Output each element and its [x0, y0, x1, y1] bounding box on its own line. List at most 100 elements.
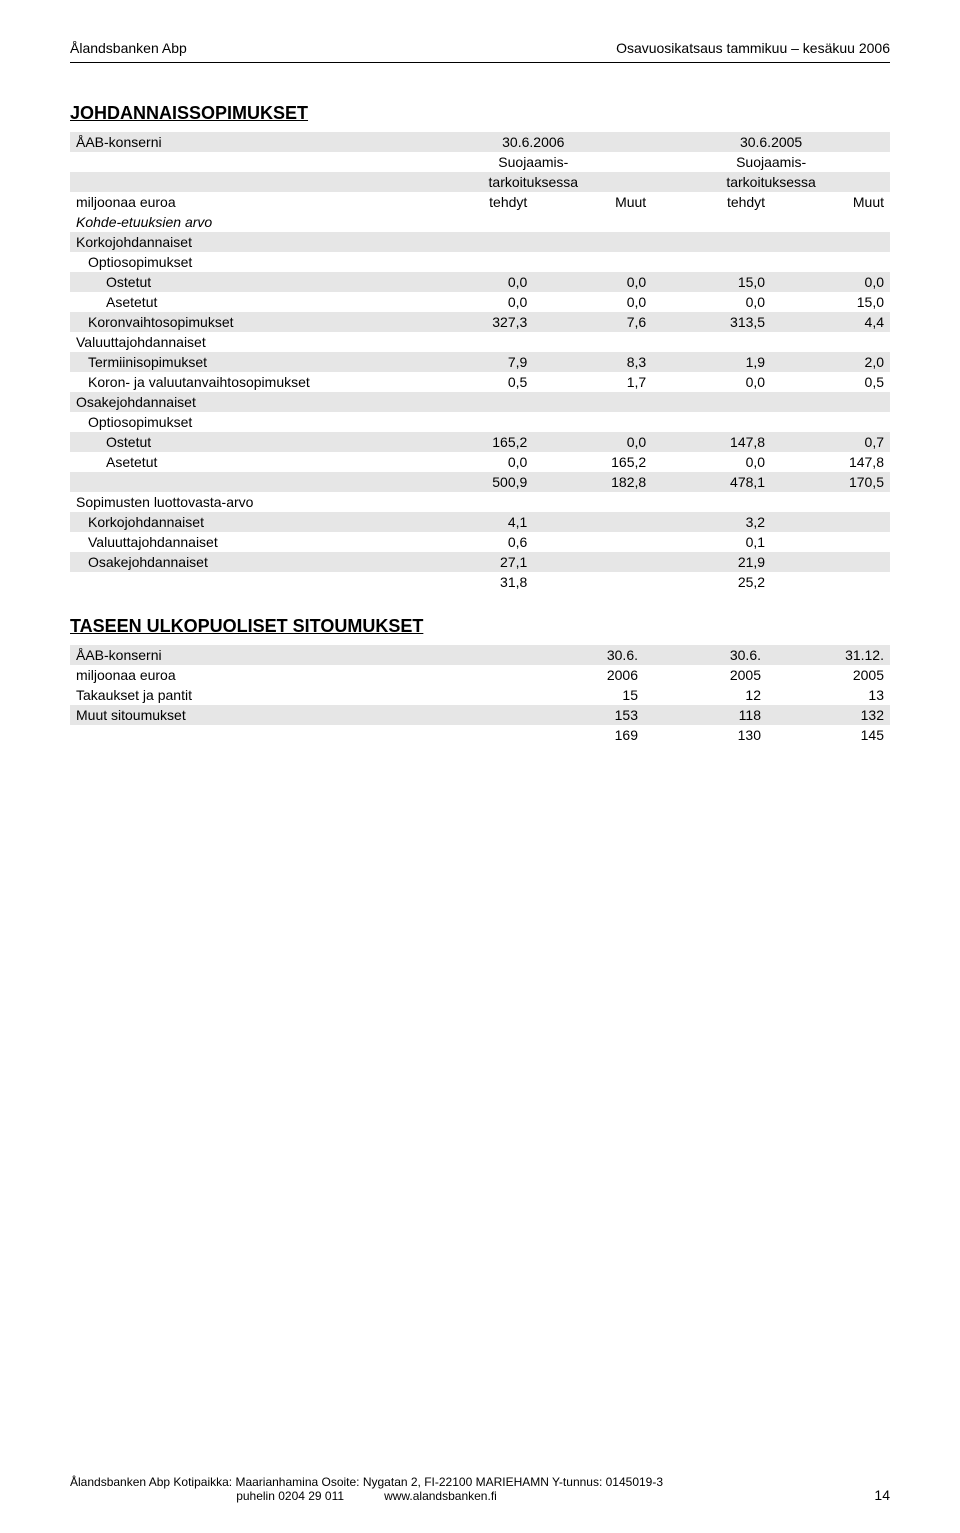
row-label: Korkojohdannaiset — [70, 512, 414, 532]
table-row: Ostetut165,20,0147,80,7 — [70, 432, 890, 452]
table-row: 169130145 — [70, 725, 890, 745]
row-value: 1,7 — [533, 372, 652, 392]
header-cell: 30.6. — [644, 645, 767, 665]
row-value — [533, 412, 652, 432]
row-label: Asetetut — [70, 292, 414, 312]
table-row: Termiinisopimukset7,98,31,92,0 — [70, 352, 890, 372]
row-value — [771, 232, 890, 252]
row-label: Termiinisopimukset — [70, 352, 414, 372]
footer-line1: Ålandsbanken Abp Kotipaikka: Maarianhami… — [70, 1475, 663, 1489]
row-value: 4,4 — [771, 312, 890, 332]
header-cell: Muut — [771, 192, 890, 212]
row-value: 147,8 — [652, 432, 771, 452]
header-cell: 30.6. — [521, 645, 644, 665]
row-label: Koron- ja valuutanvaihtosopimukset — [70, 372, 414, 392]
row-value: 313,5 — [652, 312, 771, 332]
row-value — [771, 252, 890, 272]
row-value — [771, 532, 890, 552]
table-row: Sopimusten luottovasta-arvo — [70, 492, 890, 512]
header-cell: miljoonaa euroa — [70, 192, 414, 212]
row-value: 0,1 — [652, 532, 771, 552]
header-cell: tarkoituksessa — [652, 172, 890, 192]
header-cell: 31.12. — [767, 645, 890, 665]
row-value: 153 — [521, 705, 644, 725]
row-value: 0,5 — [771, 372, 890, 392]
row-value: 15,0 — [652, 272, 771, 292]
row-value: 500,9 — [414, 472, 533, 492]
table-row: Valuuttajohdannaiset — [70, 332, 890, 352]
row-value — [771, 492, 890, 512]
table-row: 500,9182,8478,1170,5 — [70, 472, 890, 492]
row-value: 0,0 — [414, 452, 533, 472]
table-header-row: ÅAB-konserni 30.6.2006 30.6.2005 — [70, 132, 890, 152]
row-value: 0,0 — [771, 272, 890, 292]
row-label: Optiosopimukset — [70, 252, 414, 272]
row-value — [533, 552, 652, 572]
header-cell: tarkoituksessa — [414, 172, 652, 192]
table-row: Takaukset ja pantit151213 — [70, 685, 890, 705]
table-row: Korkojohdannaiset — [70, 232, 890, 252]
row-value — [414, 392, 533, 412]
header-cell: Suojaamis- — [652, 152, 890, 172]
row-value — [414, 212, 533, 232]
row-value: 0,0 — [533, 272, 652, 292]
section2-title: TASEEN ULKOPUOLISET SITOUMUKSET — [70, 616, 890, 637]
row-value: 0,0 — [533, 432, 652, 452]
row-value — [533, 532, 652, 552]
header-cell: ÅAB-konserni — [70, 132, 414, 152]
row-value: 7,9 — [414, 352, 533, 372]
table-subheader-row: miljoonaa euroa 2006 2005 2005 — [70, 665, 890, 685]
row-label: Osakejohdannaiset — [70, 552, 414, 572]
row-label — [70, 572, 414, 592]
table-row: Asetetut0,00,00,015,0 — [70, 292, 890, 312]
row-value: 0,5 — [414, 372, 533, 392]
row-value — [652, 252, 771, 272]
footer-url: www.alandsbanken.fi — [384, 1489, 497, 1503]
row-value: 170,5 — [771, 472, 890, 492]
header-underline — [70, 62, 890, 63]
header-cell: 30.6.2006 — [414, 132, 652, 152]
row-value: 327,3 — [414, 312, 533, 332]
header-right: Osavuosikatsaus tammikuu – kesäkuu 2006 — [616, 40, 890, 56]
table-row: 31,825,2 — [70, 572, 890, 592]
row-value: 3,2 — [652, 512, 771, 532]
row-label: Koronvaihtosopimukset — [70, 312, 414, 332]
row-value: 169 — [521, 725, 644, 745]
row-value: 118 — [644, 705, 767, 725]
row-value: 0,6 — [414, 532, 533, 552]
table-row: Asetetut0,0165,20,0147,8 — [70, 452, 890, 472]
page-number: 14 — [874, 1487, 890, 1503]
row-value — [533, 212, 652, 232]
row-value: 1,9 — [652, 352, 771, 372]
row-value — [652, 492, 771, 512]
row-value: 478,1 — [652, 472, 771, 492]
table-row: Osakejohdannaiset — [70, 392, 890, 412]
row-value — [652, 332, 771, 352]
row-value: 165,2 — [414, 432, 533, 452]
row-label: Ostetut — [70, 432, 414, 452]
row-value — [533, 572, 652, 592]
row-label: Korkojohdannaiset — [70, 232, 414, 252]
row-value: 15,0 — [771, 292, 890, 312]
row-value — [771, 572, 890, 592]
row-value — [533, 232, 652, 252]
derivatives-table: ÅAB-konserni 30.6.2006 30.6.2005 Suojaam… — [70, 132, 890, 592]
table-row: Optiosopimukset — [70, 412, 890, 432]
row-value: 0,7 — [771, 432, 890, 452]
row-value: 0,0 — [414, 292, 533, 312]
header-cell: 2005 — [767, 665, 890, 685]
row-value — [771, 212, 890, 232]
row-value: 12 — [644, 685, 767, 705]
row-value — [533, 332, 652, 352]
header-cell: 2006 — [521, 665, 644, 685]
row-label: Osakejohdannaiset — [70, 392, 414, 412]
row-value — [652, 392, 771, 412]
row-label: Takaukset ja pantit — [70, 685, 521, 705]
row-value: 165,2 — [533, 452, 652, 472]
table-row: Koron- ja valuutanvaihtosopimukset0,51,7… — [70, 372, 890, 392]
row-value — [533, 492, 652, 512]
row-label: Ostetut — [70, 272, 414, 292]
offbalance-table: ÅAB-konserni 30.6. 30.6. 31.12. miljoona… — [70, 645, 890, 745]
row-value — [414, 252, 533, 272]
header-cell: tehdyt — [652, 192, 771, 212]
